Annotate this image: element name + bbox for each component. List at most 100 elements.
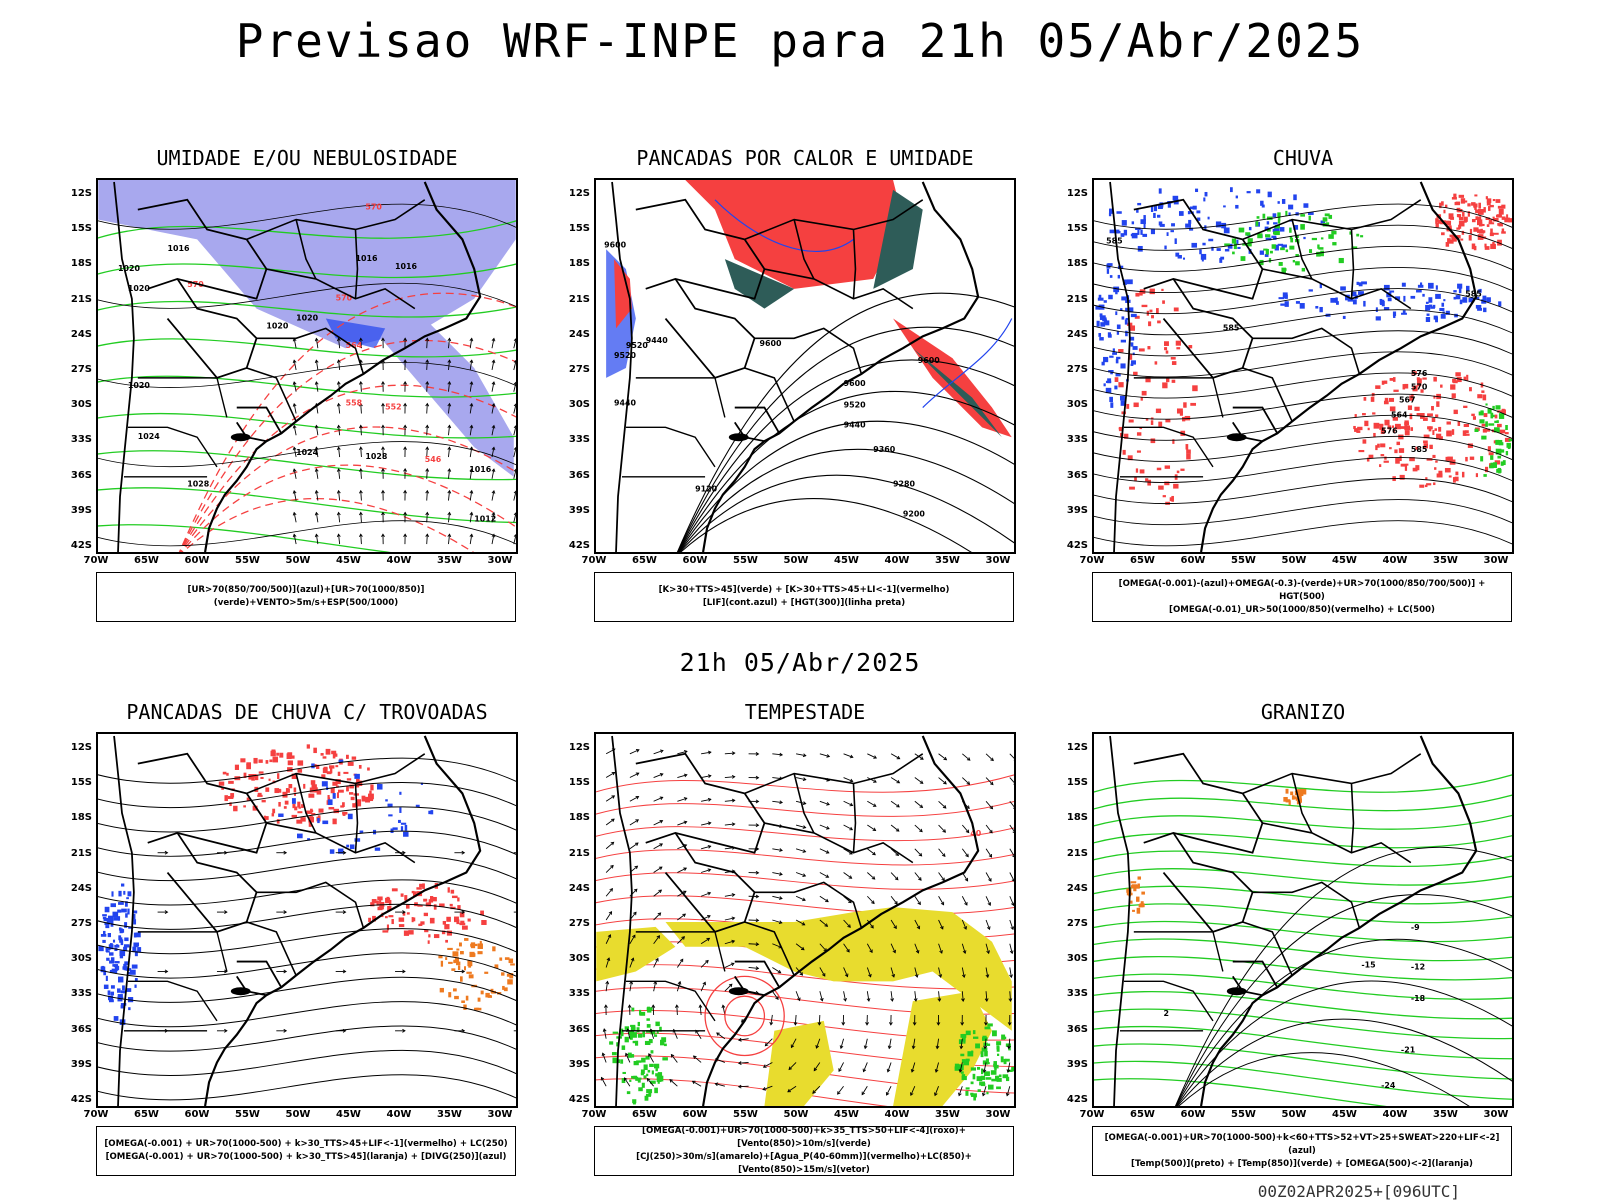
lat-label: 42S [566, 1094, 590, 1105]
lon-label: 35W [433, 1109, 467, 1120]
streamlines-lc250 [98, 758, 516, 1100]
lat-label: 21S [68, 294, 92, 305]
contour-label: 585 [1411, 445, 1428, 454]
legend-line: [OMEGA(-0.001) + UR>70(1000-500) + k>30_… [100, 1138, 512, 1151]
lat-label: 36S [566, 470, 590, 481]
contour-label: 570 [365, 203, 382, 212]
contour-label: 1016 [395, 262, 418, 271]
contour-label: 576 [1411, 369, 1428, 378]
lat-label: 42S [1064, 540, 1088, 551]
lat-label: 33S [566, 434, 590, 445]
legend-umidade: [UR>70(850/700/500)](azul)+[UR>70(1000/8… [96, 572, 516, 622]
lat-label: 33S [566, 988, 590, 999]
lon-label: 60W [678, 1109, 712, 1120]
lon-label: 60W [180, 555, 214, 566]
lat-label: 18S [566, 812, 590, 823]
contour-label: 9440 [844, 420, 867, 429]
bolivia-border [1134, 754, 1263, 853]
lat-label: 12S [1064, 188, 1088, 199]
lon-label: 70W [1075, 1109, 1109, 1120]
lat-label: 36S [68, 1024, 92, 1035]
lon-label: 70W [1075, 555, 1109, 566]
contour-label: 9600 [918, 356, 941, 365]
lon-label: 65W [130, 555, 164, 566]
coastal-blue-areas [1279, 281, 1502, 322]
lon-label: 55W [1227, 1109, 1261, 1120]
lat-label: 42S [68, 1094, 92, 1105]
lon-label: 65W [1126, 1109, 1160, 1120]
panel-title-chuva: CHUVA [1052, 146, 1554, 170]
lon-label: 35W [931, 1109, 965, 1120]
lat-label: 24S [68, 883, 92, 894]
legend-line: [LIF](cont.azul) + [HGT(300)](linha pret… [598, 597, 1010, 610]
legend-tempestade: [OMEGA(-0.001)+UR>70(1000-500)+k>35_TTS>… [594, 1126, 1014, 1176]
geography-lines [114, 736, 480, 1106]
main-title: Previsao WRF-INPE para 21h 05/Abr/2025 [0, 14, 1600, 68]
lat-label: 42S [1064, 1094, 1088, 1105]
lat-label: 21S [1064, 294, 1088, 305]
bolivia-border [636, 754, 765, 853]
lon-label: 50W [1277, 1109, 1311, 1120]
lat-label: 15S [566, 223, 590, 234]
heat-humidity-li-area [685, 180, 903, 289]
lat-label: 30S [566, 953, 590, 964]
lon-label: 35W [931, 555, 965, 566]
legend-trovoadas: [OMEGA(-0.001) + UR>70(1000-500) + k>30_… [96, 1126, 516, 1176]
paraguay-border [1164, 833, 1253, 932]
lagoon [231, 433, 251, 441]
lon-label: 40W [1378, 555, 1412, 566]
legend-granizo: [OMEGA(-0.001)+UR>70(1000-500)+k<60+TTS>… [1092, 1126, 1512, 1176]
lon-label: 50W [779, 555, 813, 566]
lon-label: 45W [1328, 555, 1362, 566]
panel-title-trovoadas: PANCADAS DE CHUVA C/ TROVOADAS [56, 700, 558, 724]
paraguay-border [666, 279, 755, 378]
lat-label: 18S [1064, 258, 1088, 269]
contour-label: 570 [1411, 383, 1428, 392]
map-canvas [98, 734, 516, 1106]
lat-label: 27S [68, 918, 92, 929]
contour-label: 9200 [903, 509, 926, 518]
lat-label: 12S [68, 742, 92, 753]
lagoon [1227, 433, 1247, 441]
contour-label: 552 [385, 403, 402, 412]
lat-label: 36S [566, 1024, 590, 1035]
lon-label: 40W [880, 1109, 914, 1120]
lat-label: 30S [68, 399, 92, 410]
mid-title: 21h 05/Abr/2025 [0, 648, 1600, 677]
lon-label: 65W [1126, 555, 1160, 566]
legend-line: [OMEGA(-0.001)+UR>70(1000-500)+k>35_TTS>… [598, 1125, 1010, 1151]
contour-label: 1020 [118, 264, 141, 273]
lat-label: 30S [68, 953, 92, 964]
map-canvas: 1016101610161020102010201020102410241028… [98, 180, 516, 552]
legend-line: [OMEGA(-0.01)_UR>50(1000/850)(vermelho) … [1096, 604, 1508, 617]
lat-label: 33S [68, 988, 92, 999]
contour-label: 9600 [604, 240, 627, 249]
map-canvas: 4040 [596, 734, 1014, 1106]
hgt500-contours [1094, 204, 1512, 546]
lat-label: 30S [566, 399, 590, 410]
lon-label: 55W [231, 1109, 265, 1120]
contour-label: -21 [1401, 1046, 1415, 1055]
lat-label: 27S [566, 364, 590, 375]
contour-label: 1024 [138, 432, 161, 441]
contour-label: 1020 [128, 284, 151, 293]
paraguay-border [168, 833, 257, 932]
panel-title-pancadas-calor: PANCADAS POR CALOR E UMIDADE [554, 146, 1056, 170]
omega500-orange-areas [1283, 789, 1306, 805]
lat-label: 36S [1064, 1024, 1088, 1035]
footer-timestamp: 00Z02APR2025+[096UTC] [1258, 1182, 1460, 1201]
contour-label: 570 [336, 294, 353, 303]
lat-label: 33S [68, 434, 92, 445]
lon-label: 30W [1479, 555, 1513, 566]
lon-label: 45W [830, 555, 864, 566]
contour-label: 585 [1223, 323, 1240, 332]
lat-label: 15S [68, 223, 92, 234]
lon-label: 50W [1277, 555, 1311, 566]
lat-label: 42S [68, 540, 92, 551]
lat-label: 39S [68, 1059, 92, 1070]
paraguay-border [168, 279, 257, 378]
contour-label: 576 [1381, 426, 1398, 435]
lat-label: 39S [566, 505, 590, 516]
